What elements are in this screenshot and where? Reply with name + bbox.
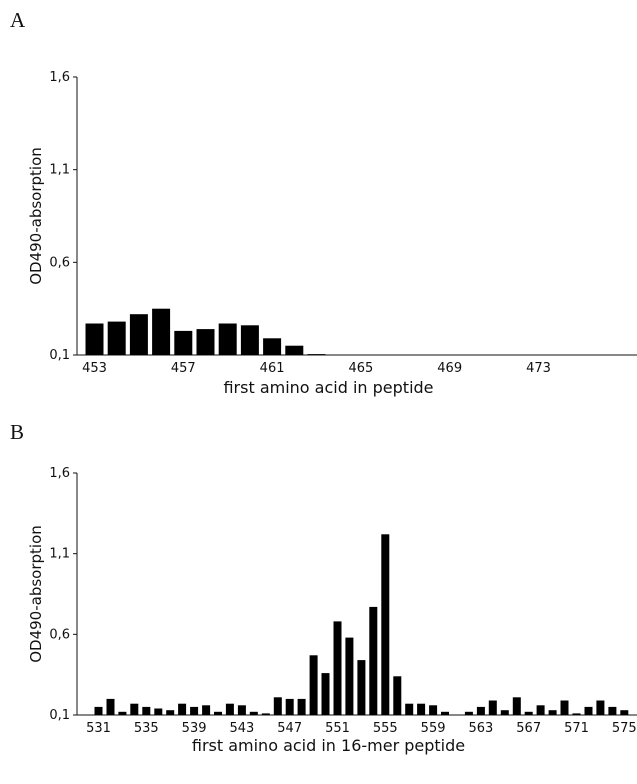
bar bbox=[608, 706, 617, 715]
bar bbox=[393, 676, 402, 715]
bar bbox=[129, 314, 148, 355]
bar bbox=[142, 706, 151, 715]
bar bbox=[321, 673, 330, 715]
bar bbox=[417, 703, 426, 715]
x-tick-label: 457 bbox=[171, 361, 196, 376]
x-tick-label: 551 bbox=[325, 721, 350, 736]
x-tick-label: 567 bbox=[516, 721, 541, 736]
bar bbox=[166, 710, 175, 715]
bar bbox=[596, 700, 605, 715]
x-axis-title: first amino acid in 16-mer peptide bbox=[192, 736, 465, 755]
x-tick-label: 535 bbox=[134, 721, 159, 736]
bar bbox=[307, 354, 326, 355]
bar bbox=[381, 534, 390, 715]
y-axis-title: OD490-absorption bbox=[27, 525, 45, 663]
bar bbox=[405, 703, 414, 715]
bar bbox=[178, 703, 187, 715]
bar bbox=[572, 713, 581, 715]
bar bbox=[548, 710, 557, 715]
bar bbox=[429, 705, 438, 715]
x-tick-label: 469 bbox=[437, 361, 462, 376]
bar bbox=[309, 655, 318, 715]
x-tick-label: 555 bbox=[373, 721, 398, 736]
x-tick-label: 575 bbox=[612, 721, 637, 736]
y-tick-label: 1,6 bbox=[49, 70, 70, 85]
x-tick-label: 563 bbox=[468, 721, 493, 736]
y-tick-label: 0,1 bbox=[49, 708, 70, 723]
bar bbox=[464, 711, 473, 715]
bar bbox=[174, 330, 193, 355]
y-tick-label: 0,6 bbox=[49, 255, 70, 270]
bar bbox=[476, 706, 485, 715]
bar bbox=[512, 697, 521, 715]
panel-label-a: A bbox=[10, 8, 26, 32]
bar bbox=[297, 698, 306, 715]
x-tick-label: 539 bbox=[182, 721, 207, 736]
bar bbox=[85, 323, 104, 355]
bar bbox=[560, 700, 569, 715]
bar bbox=[154, 708, 163, 715]
bar bbox=[107, 321, 126, 355]
bar bbox=[263, 338, 282, 355]
bar bbox=[536, 705, 545, 715]
bar bbox=[488, 700, 497, 715]
x-tick-label: 453 bbox=[82, 361, 107, 376]
bar bbox=[240, 325, 259, 355]
bar bbox=[369, 606, 378, 715]
x-tick-label: 559 bbox=[421, 721, 446, 736]
bar bbox=[620, 710, 629, 715]
bar bbox=[333, 621, 342, 715]
bar bbox=[202, 705, 211, 715]
bar bbox=[130, 703, 139, 715]
panel-label-b: B bbox=[10, 420, 25, 444]
bar bbox=[357, 660, 366, 715]
x-tick-label: 461 bbox=[260, 361, 285, 376]
x-axis-title: first amino acid in peptide bbox=[223, 378, 433, 397]
bar bbox=[190, 706, 199, 715]
bar bbox=[94, 706, 103, 715]
y-tick-label: 0,6 bbox=[49, 627, 70, 642]
bar bbox=[345, 637, 354, 715]
bar bbox=[249, 711, 258, 715]
bar bbox=[285, 345, 304, 355]
x-tick-label: 531 bbox=[86, 721, 111, 736]
y-tick-label: 0,1 bbox=[49, 348, 70, 363]
x-tick-label: 547 bbox=[277, 721, 302, 736]
chart-panel-a: 0,1 0,6 1,1 1,6 453 457 461 465 469 473 first amin… bbox=[27, 70, 637, 397]
bar bbox=[218, 323, 237, 355]
bar bbox=[584, 706, 593, 715]
bar bbox=[214, 711, 222, 715]
x-tick-label: 473 bbox=[526, 361, 551, 376]
bar bbox=[106, 698, 115, 715]
bar bbox=[524, 711, 533, 715]
bar bbox=[196, 329, 215, 355]
y-axis-title: OD490-absorption bbox=[27, 147, 45, 285]
chart-panel-b: 0,1 0,6 1,1 1,6 531 535 539 543 547 551 555 559 563 5… bbox=[27, 466, 637, 755]
bar bbox=[441, 711, 449, 715]
bar bbox=[261, 713, 270, 715]
bar bbox=[273, 697, 282, 715]
x-tick-label: 571 bbox=[564, 721, 589, 736]
bar bbox=[152, 308, 171, 355]
bar bbox=[285, 698, 294, 715]
bar bbox=[500, 710, 509, 715]
y-tick-label: 1,1 bbox=[49, 163, 70, 178]
x-tick-label: 465 bbox=[348, 361, 373, 376]
x-tick-label: 543 bbox=[229, 721, 254, 736]
bar bbox=[237, 705, 246, 715]
bar bbox=[118, 711, 127, 715]
y-tick-label: 1,6 bbox=[49, 466, 70, 481]
bar bbox=[225, 703, 234, 715]
y-tick-label: 1,1 bbox=[49, 547, 70, 562]
